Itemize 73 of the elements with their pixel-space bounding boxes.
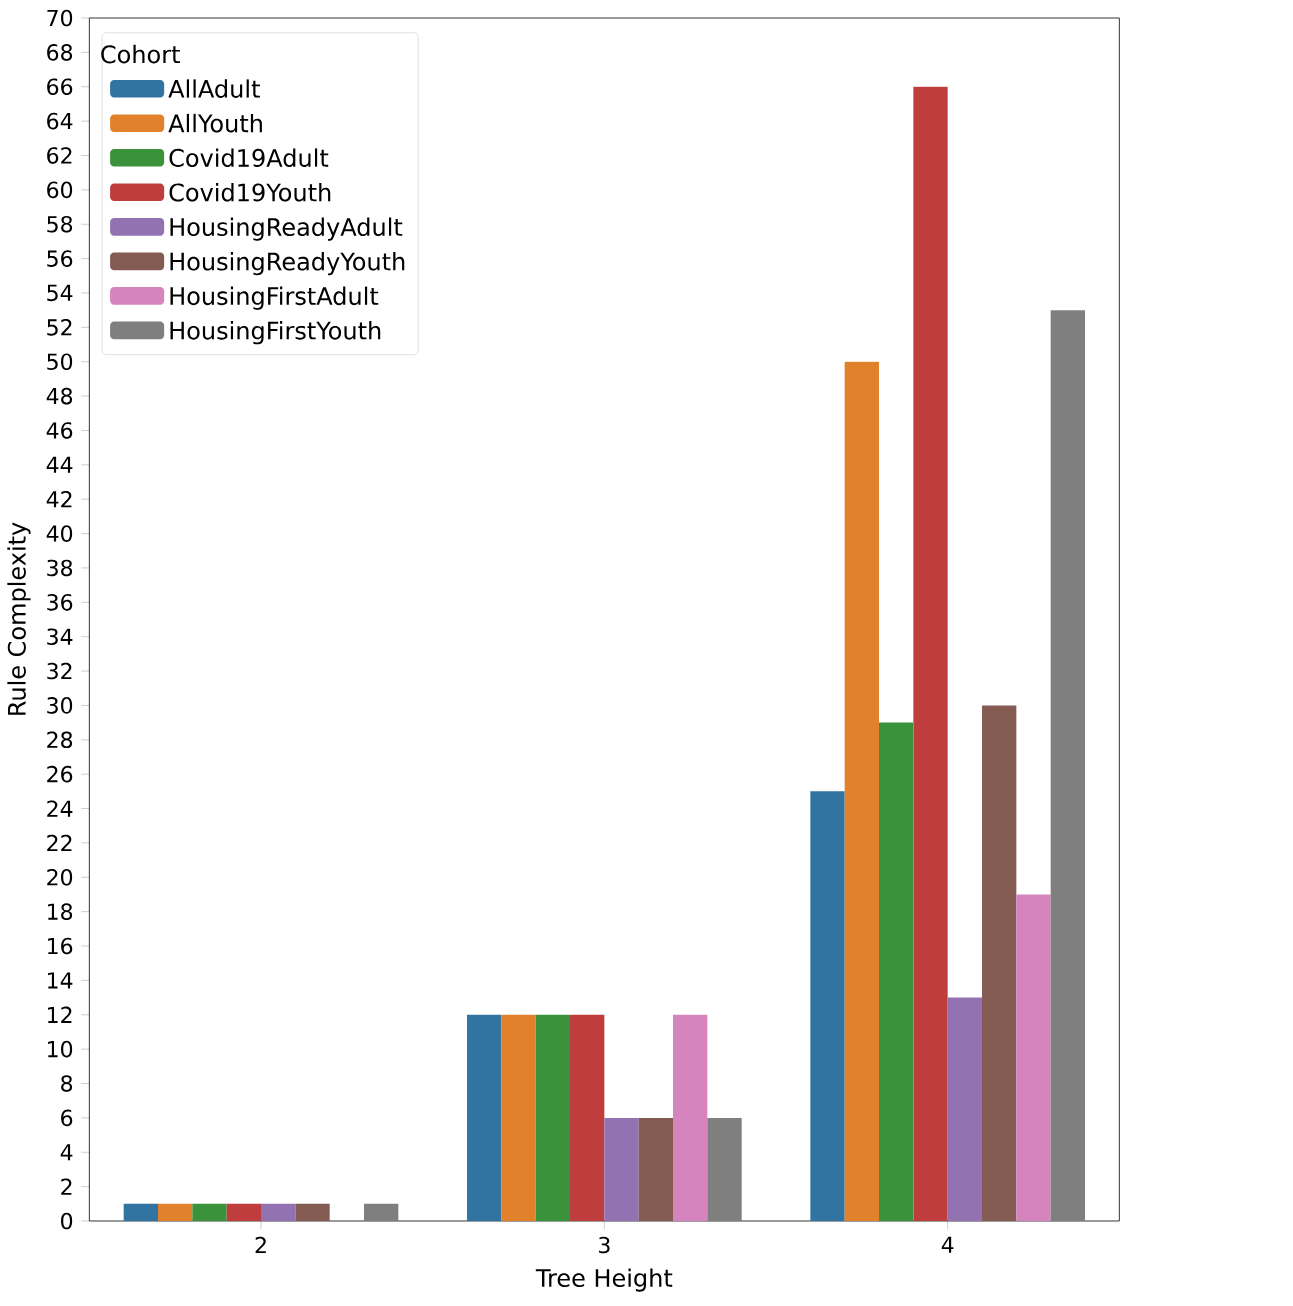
x-tick-label: 3 <box>599 1236 610 1254</box>
y-tick-label: 54 <box>47 284 73 302</box>
y-tick-label: 14 <box>48 972 73 989</box>
y-tick-label: 42 <box>46 491 72 508</box>
y-tick-label: 8 <box>61 1075 73 1092</box>
legend-label: HousingFirstAdult <box>170 286 379 310</box>
legend-label: AllYouth <box>168 113 262 133</box>
y-tick-label: 32 <box>47 662 72 680</box>
bar <box>570 1014 605 1221</box>
y-tick-label: 30 <box>47 697 73 714</box>
y-axis-title: Rule Complexity <box>7 522 31 715</box>
x-tick-label: 2 <box>255 1236 266 1254</box>
bar <box>638 1117 674 1221</box>
bar <box>226 1203 262 1221</box>
y-tick-label: 22 <box>47 834 72 852</box>
y-tick-label: 16 <box>48 937 73 955</box>
bar <box>364 1203 399 1221</box>
bar <box>604 1117 639 1221</box>
y-tick-label: 12 <box>48 1006 72 1023</box>
y-tick-label: 24 <box>47 800 73 817</box>
y-tick-label: 0 <box>61 1212 73 1230</box>
bar <box>535 1014 571 1221</box>
y-tick-label: 66 <box>47 78 73 96</box>
bar <box>1016 894 1051 1221</box>
y-tick-label: 52 <box>47 319 72 336</box>
y-tick-label: 36 <box>47 594 73 611</box>
legend-label: AllAdult <box>168 79 260 98</box>
y-tick-label: 38 <box>47 559 73 577</box>
bar <box>982 705 1017 1221</box>
legend-label: Covid19Adult <box>169 148 329 168</box>
bar <box>879 722 914 1221</box>
y-tick-label: 62 <box>47 147 72 164</box>
y-tick-label: 56 <box>47 250 73 267</box>
y-tick-label: 18 <box>48 903 73 920</box>
bar <box>947 997 983 1221</box>
y-tick-label: 6 <box>61 1109 73 1127</box>
bar <box>192 1203 227 1221</box>
y-tick-label: 20 <box>47 868 73 886</box>
bar <box>467 1014 502 1221</box>
y-tick-label: 64 <box>47 112 73 130</box>
bar <box>844 361 880 1221</box>
bar <box>1050 310 1086 1221</box>
bar <box>123 1203 159 1221</box>
x-axis-title: Tree Height <box>535 1268 673 1292</box>
legend-label: HousingReadyAdult <box>170 217 403 241</box>
y-tick-label: 58 <box>47 215 73 233</box>
legend-label: HousingFirstYouth <box>170 321 381 345</box>
legend-label: Covid19Youth <box>169 182 331 202</box>
x-tick-label: 4 <box>941 1236 954 1253</box>
y-tick-label: 26 <box>47 765 73 783</box>
y-tick-label: 48 <box>46 387 73 405</box>
legend-label: HousingReadyYouth <box>170 252 405 276</box>
legend-title: Cohort <box>101 44 180 64</box>
y-tick-label: 60 <box>47 181 73 199</box>
y-tick-label: 10 <box>48 1040 73 1058</box>
bar <box>707 1117 742 1221</box>
y-tick-label: 50 <box>47 353 73 371</box>
bar <box>261 1203 296 1221</box>
y-tick-label: 4 <box>60 1144 73 1161</box>
y-tick-label: 40 <box>46 525 73 542</box>
bar <box>810 791 845 1221</box>
y-tick-label: 34 <box>47 628 73 645</box>
y-tick-label: 2 <box>61 1178 72 1195</box>
y-tick-label: 70 <box>47 9 73 27</box>
y-tick-label: 68 <box>47 44 73 61</box>
bar <box>913 86 948 1221</box>
bar <box>673 1014 708 1221</box>
y-tick-label: 44 <box>46 456 73 473</box>
bar <box>501 1014 536 1221</box>
bar <box>295 1203 330 1221</box>
y-tick-label: 28 <box>47 731 73 749</box>
y-tick-label: 46 <box>46 422 73 439</box>
bar <box>158 1203 193 1221</box>
